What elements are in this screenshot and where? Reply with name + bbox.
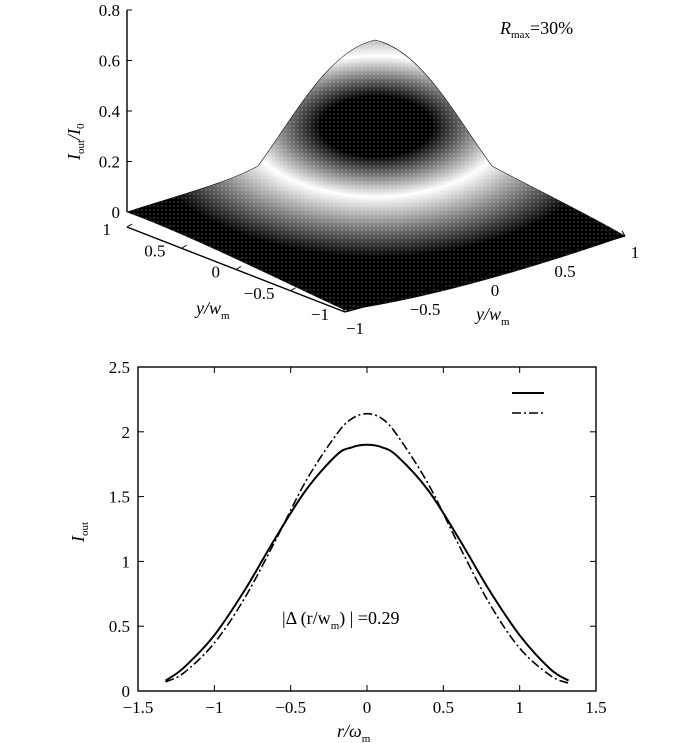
front-axis-label: y/wm [474,304,510,328]
left-tick-label: −0.5 [244,284,275,303]
x-tick-label: 0.5 [433,698,454,717]
surface-chart: 0 0.2 0.4 0.6 0.8 −1 −0.5 0 0.5 1 −1 −0.5 0 0.5 1 Io… [64,1,639,338]
left-tick-mark [344,308,351,313]
front-tick-mark [621,230,626,237]
left-axis-ticks: −1 −0.5 0 0.5 1 [103,220,351,324]
x-tick-label: −1.5 [123,698,154,717]
y-tick-label: 0 [122,682,131,701]
front-tick-label: 1 [631,243,640,262]
front-tick-mark [411,287,416,294]
left-tick-mark [235,266,242,270]
left-axis-label: y/wm [194,298,230,322]
x-tick-label: −0.5 [275,698,306,717]
y-axis-label: Iout [68,522,91,543]
line-chart: −1.5 −1 −0.5 0 0.5 1 1.5 0 0.5 1 1.5 2 2.5 |Δ (r/wm)… [68,358,607,743]
left-tick-mark [126,223,133,228]
series-dashdot-line [165,412,569,684]
plot-frame [137,366,597,692]
y-tick-label: 2 [122,423,131,442]
z-tick-label: 0.4 [99,102,121,121]
z-tick-label: 0.2 [99,153,120,172]
x-axis-label: r/ωm [337,721,371,743]
y-tick-label: 0.5 [109,617,130,636]
front-tick-mark [341,306,346,313]
front-tick-label: 0 [491,281,500,300]
front-axis-ticks: −1 −0.5 0 0.5 1 [341,230,640,338]
left-tick-label: 0.5 [144,241,165,260]
x-tick-label: 1.5 [585,698,606,717]
front-tick-label: 0.5 [554,262,575,281]
left-tick-mark [290,287,296,292]
surface-mesh [127,40,625,310]
z-axis-label: Iout/I0 [64,123,87,161]
y-tick-label: 2.5 [109,358,130,377]
front-tick-mark [481,268,486,275]
x-tick-label: 1 [515,698,524,717]
x-tick-label: 0 [363,698,372,717]
z-tick-label: 0 [112,203,121,222]
left-tick-label: 1 [103,220,112,239]
rmax-annotation: Rmax=30% [499,18,573,41]
front-tick-mark [551,249,556,256]
z-tick-label: 0.8 [99,1,120,20]
z-axis-ticks: 0 0.2 0.4 0.6 0.8 [99,1,132,222]
line-chart-ticks: −1.5 −1 −0.5 0 0.5 1 1.5 0 0.5 1 1.5 2 2.5 [109,358,607,717]
front-tick-label: −1 [346,319,364,338]
left-tick-mark [181,244,187,249]
left-tick-label: 0 [212,263,221,282]
y-tick-label: 1.5 [109,488,130,507]
x-tick-label: −1 [205,698,223,717]
z-tick-label: 0.6 [99,52,120,71]
series-solid-line [164,443,570,682]
delta-annotation: |Δ (r/wm) | =0.29 [282,608,400,632]
line-chart-series [164,412,570,684]
front-tick-label: −0.5 [410,300,441,319]
y-tick-label: 1 [122,552,131,571]
left-tick-label: −1 [311,305,329,324]
